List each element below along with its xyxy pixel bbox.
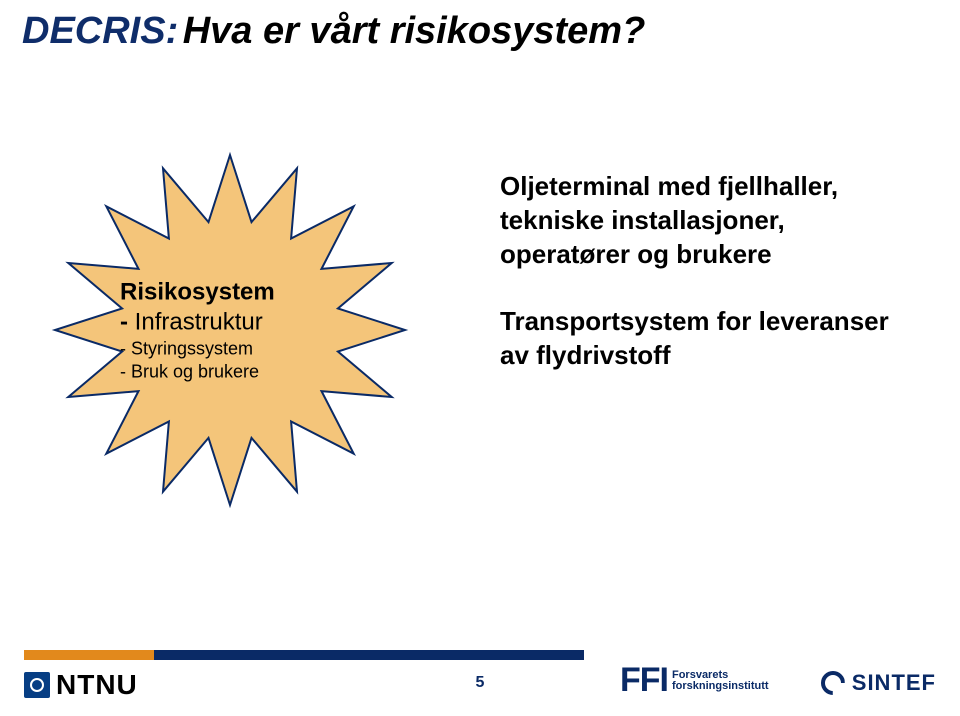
sintef-text: SINTEF (852, 670, 936, 696)
starburst-shape: Risikosystem - Infrastruktur - Styringss… (50, 150, 410, 510)
slide: DECRIS: Hva er vårt risikosystem? Risiko… (0, 0, 960, 716)
right-paragraph-2: Transportsystem for leveranser av flydri… (500, 305, 900, 373)
ffi-sub-line2: forskningsinstitutt (672, 681, 769, 692)
ntnu-text: NTNU (56, 669, 138, 701)
starburst-line-2: - Styringssystem (120, 338, 340, 361)
right-text-block: Oljeterminal med fjellhaller, tekniske i… (500, 170, 900, 373)
logo-ntnu: NTNU (24, 669, 138, 701)
logo-sintef: SINTEF (821, 670, 936, 696)
right-paragraph-1: Oljeterminal med fjellhaller, tekniske i… (500, 170, 900, 271)
starburst-title: Risikosystem (120, 278, 340, 308)
slide-title: DECRIS: Hva er vårt risikosystem? (22, 10, 645, 53)
title-rest: Hva er vårt risikosystem? (183, 10, 646, 52)
ffi-sub-line1: Forsvarets (672, 670, 769, 681)
sintef-icon (821, 671, 845, 695)
ntnu-icon (24, 672, 50, 698)
starburst-text: Risikosystem - Infrastruktur - Styringss… (120, 278, 340, 383)
ffi-subtitle: Forsvarets forskningsinstitutt (672, 670, 769, 692)
title-prefix: DECRIS: (22, 10, 178, 52)
ffi-text: FFI (620, 661, 668, 700)
starburst-line-3: - Bruk og brukere (120, 360, 340, 383)
starburst-line-1: - Infrastruktur (120, 308, 340, 338)
page-number: 5 (476, 674, 485, 692)
logo-ffi: FFI Forsvarets forskningsinstitutt (620, 661, 769, 700)
